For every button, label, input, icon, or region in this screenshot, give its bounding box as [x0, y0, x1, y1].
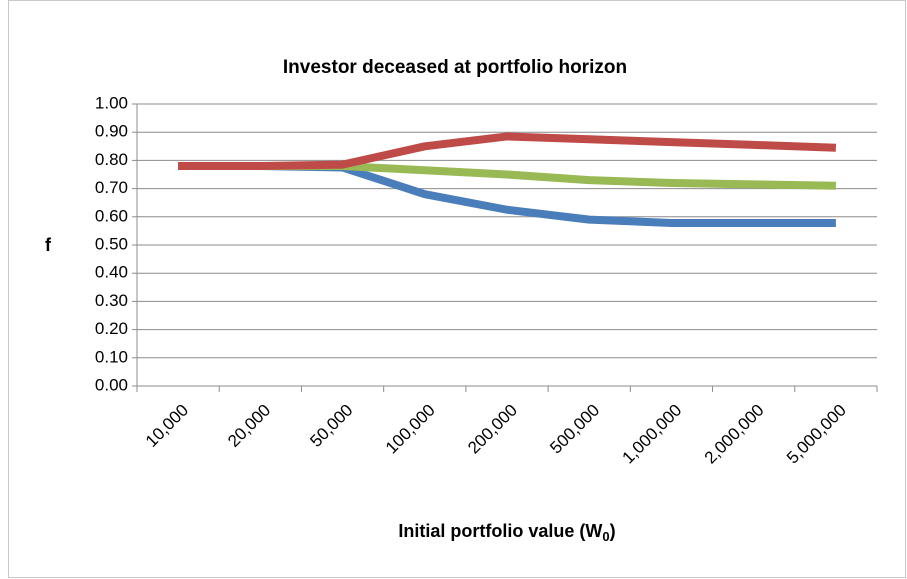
x-axis-label-end: )	[610, 521, 616, 541]
y-tick-label: 0.00	[95, 375, 128, 394]
y-tick-label: 0.20	[95, 319, 128, 338]
chart-title: Investor deceased at portfolio horizon	[283, 57, 627, 78]
y-tick-label: 0.10	[95, 347, 128, 366]
x-axis-label-sub: 0	[602, 529, 609, 544]
x-axis-label: Initial portfolio value (W0)	[398, 521, 615, 545]
y-tick-label: 0.30	[95, 291, 128, 310]
y-tick-label: 1.00	[95, 93, 128, 112]
y-tick-label: 0.40	[95, 263, 128, 282]
chart-frame	[8, 0, 906, 578]
series-line	[178, 132, 837, 171]
y-axis-label: f	[45, 235, 52, 255]
y-tick-label: 0.50	[95, 234, 128, 253]
y-tick-label: 0.70	[95, 178, 128, 197]
y-tick-label: 0.60	[95, 206, 128, 225]
y-tick-label: 0.80	[95, 150, 128, 169]
y-tick-label: 0.90	[95, 122, 128, 141]
x-axis-label-main: Initial portfolio value (W	[398, 521, 602, 541]
